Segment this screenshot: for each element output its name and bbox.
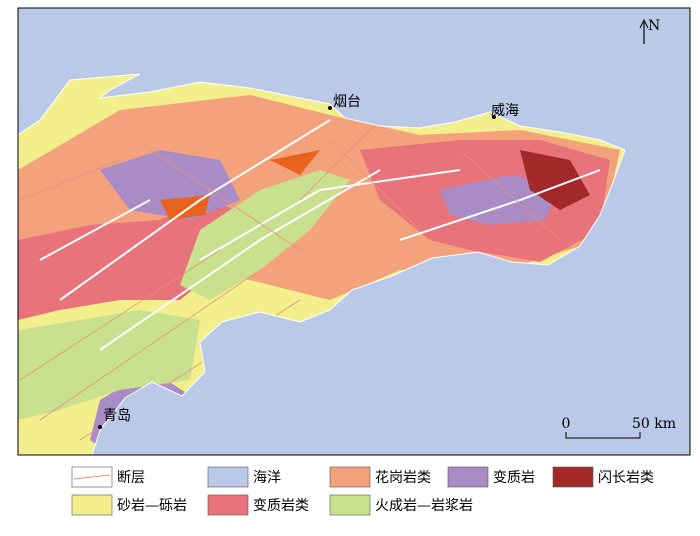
faults-white [39, 119, 601, 351]
legend-label: 砂岩—砾岩 [117, 498, 187, 514]
legend-swatch [552, 466, 594, 488]
legend-label: 闪长岩类 [598, 470, 654, 486]
scale-end: 50 km [632, 416, 676, 432]
orange-area [160, 150, 320, 220]
legend-label: 海洋 [253, 470, 281, 486]
legend-swatch [207, 494, 249, 516]
city-dot [492, 115, 496, 119]
legend-swatch [71, 494, 113, 516]
legend-label: 断层 [117, 470, 145, 486]
legend-swatch [207, 466, 249, 488]
igneous-area [180, 170, 350, 300]
igneous-area [18, 310, 200, 420]
scale-start: 0 [562, 416, 571, 432]
north-label: N [648, 18, 660, 34]
legend-label: 变质岩类 [253, 498, 309, 514]
legend-swatch [447, 466, 489, 488]
legend-swatch [329, 466, 371, 488]
legend-swatch [329, 494, 371, 516]
scale-bar [565, 432, 641, 439]
map-frame [17, 7, 691, 456]
city-label: 威海 [491, 103, 519, 119]
legend-label: 变质岩 [493, 470, 535, 486]
city-dot [98, 425, 102, 429]
legend-label: 花岗岩类 [375, 470, 431, 486]
diorite-area [520, 150, 590, 210]
legend-swatch-line [73, 474, 111, 480]
legend-label: 火成岩—岩浆岩 [375, 498, 473, 514]
city-label: 烟台 [333, 94, 361, 110]
city-label: 青岛 [103, 408, 131, 424]
north-arrow-head [639, 18, 649, 29]
city-dot [328, 106, 332, 110]
